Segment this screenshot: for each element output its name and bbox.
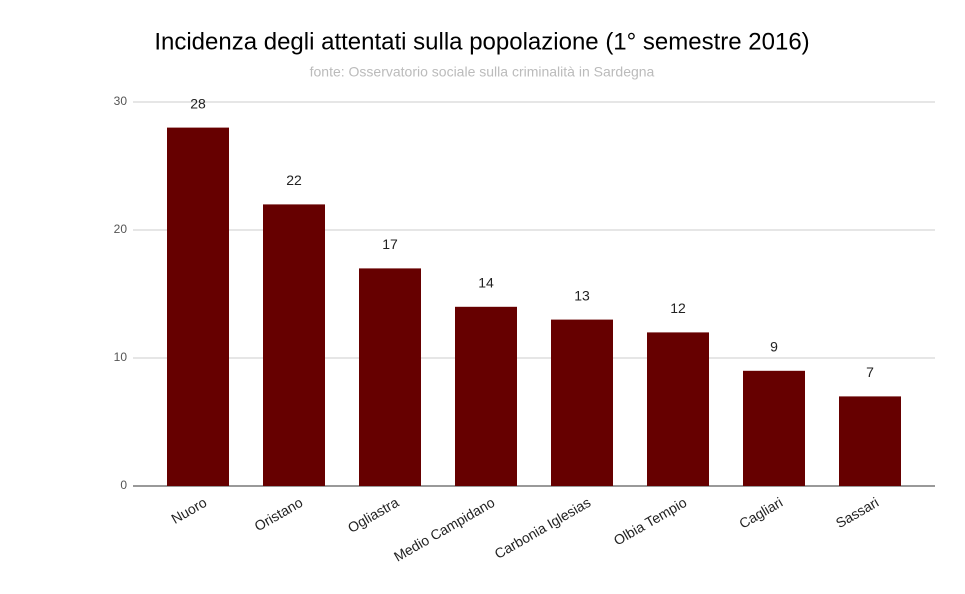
- bar: [263, 204, 325, 486]
- x-tick-label: Olbia Tempio: [611, 494, 690, 549]
- bar: [839, 396, 901, 486]
- value-label: 7: [866, 364, 874, 380]
- x-tick-label: Nuoro: [168, 494, 209, 527]
- bar: [167, 127, 229, 486]
- value-label: 28: [190, 95, 206, 111]
- x-tick-label: Medio Campidano: [391, 494, 498, 565]
- bar: [647, 332, 709, 486]
- value-label: 13: [574, 287, 590, 303]
- x-tick-label: Cagliari: [736, 494, 785, 532]
- value-label: 17: [382, 236, 398, 252]
- chart-subtitle: fonte: Osservatorio sociale sulla crimin…: [310, 64, 655, 80]
- y-tick-label: 10: [114, 350, 128, 364]
- y-tick-label: 0: [120, 478, 127, 492]
- chart-title: Incidenza degli attentati sulla popolazi…: [154, 28, 809, 55]
- bar: [455, 306, 517, 486]
- x-tick-label: Carbonia Iglesias: [492, 494, 594, 562]
- bar: [743, 370, 805, 486]
- x-tick-label: Oristano: [252, 494, 306, 534]
- bar: [359, 268, 421, 486]
- value-label: 14: [478, 275, 494, 291]
- x-tick-label: Sassari: [833, 494, 881, 531]
- value-label: 9: [770, 339, 778, 355]
- value-label: 12: [670, 300, 686, 316]
- bar: [551, 319, 613, 486]
- y-tick-label: 20: [114, 222, 128, 236]
- value-label: 22: [286, 172, 302, 188]
- x-tick-label: Ogliastra: [345, 494, 402, 536]
- y-tick-label: 30: [114, 94, 128, 108]
